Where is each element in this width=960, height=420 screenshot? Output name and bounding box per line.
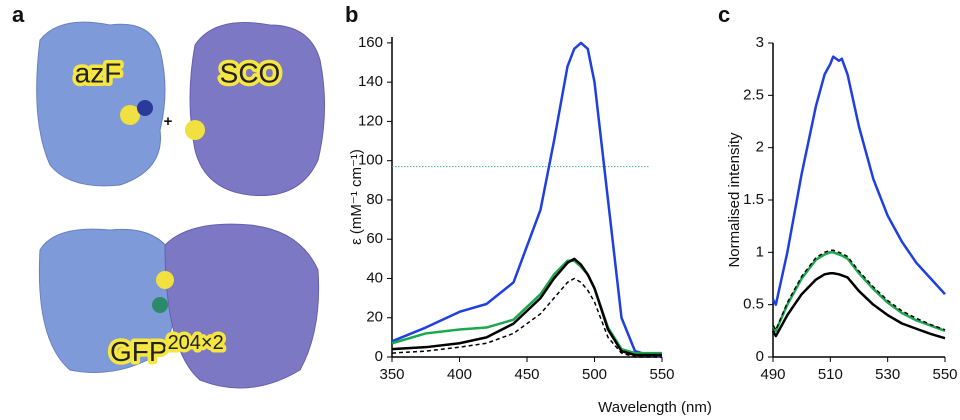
series-line: [771, 272, 946, 340]
y-tick-label: 1.5: [743, 191, 764, 208]
y-tick-label: 2.5: [743, 86, 764, 103]
y-tick-label: 40: [366, 269, 383, 286]
label-gfp: GFP204×2: [110, 332, 224, 367]
label-sco: SCO: [220, 57, 281, 88]
y-axis-label: Normalised intensity: [726, 132, 743, 268]
series-line: [391, 259, 662, 355]
residue: [120, 105, 140, 125]
y-tick-label: 1: [756, 243, 764, 260]
series-line: [771, 251, 946, 333]
protein-azf: [36, 21, 166, 187]
label-gfp-main: GFP: [110, 336, 168, 367]
y-tick-label: 100: [358, 152, 383, 169]
plus: +: [164, 113, 173, 130]
residue: [156, 271, 174, 289]
panel-label: b: [345, 2, 358, 27]
y-tick-label: 2: [756, 139, 764, 156]
x-tick-label: 550: [649, 366, 674, 383]
y-axis-label: ε (mM⁻¹ cm⁻¹): [348, 149, 365, 245]
series-line: [772, 249, 946, 331]
y-tick-label: 0: [756, 348, 764, 365]
residue: [152, 297, 168, 313]
residue: [185, 120, 205, 140]
y-tick-label: 0: [375, 348, 383, 365]
series-line: [391, 41, 663, 359]
x-tick-label: 350: [379, 366, 404, 383]
protein-sco: [189, 22, 326, 197]
protein-illustration: azF + SCO GFP204×2: [36, 21, 326, 389]
y-tick-label: 60: [366, 230, 383, 247]
series-line: [391, 257, 662, 357]
y-tick-label: 80: [366, 191, 383, 208]
y-tick-label: 20: [366, 309, 383, 326]
x-tick-label: 550: [932, 366, 957, 383]
x-tick-label: 450: [514, 366, 539, 383]
y-tick-label: 3: [756, 34, 764, 51]
label-azf: azF: [75, 57, 122, 88]
x-tick-label: 510: [818, 366, 843, 383]
y-tick-label: 0.5: [743, 296, 764, 313]
panel-label: a: [12, 2, 25, 27]
y-tick-label: 160: [358, 34, 383, 51]
y-tick-label: 120: [358, 112, 383, 129]
y-tick-label: 140: [358, 73, 383, 90]
series-line: [771, 55, 946, 306]
x-axis-label: Wavelength (nm): [598, 399, 712, 416]
x-tick-label: 500: [582, 366, 607, 383]
x-tick-label: 530: [875, 366, 900, 383]
label-gfp-sup: 204×2: [168, 332, 224, 354]
protein-gfp-right: [164, 223, 320, 389]
residue: [137, 100, 153, 116]
x-tick-label: 490: [760, 366, 785, 383]
x-tick-label: 400: [447, 366, 472, 383]
panel-label: c: [718, 2, 730, 27]
series-line: [391, 277, 662, 358]
